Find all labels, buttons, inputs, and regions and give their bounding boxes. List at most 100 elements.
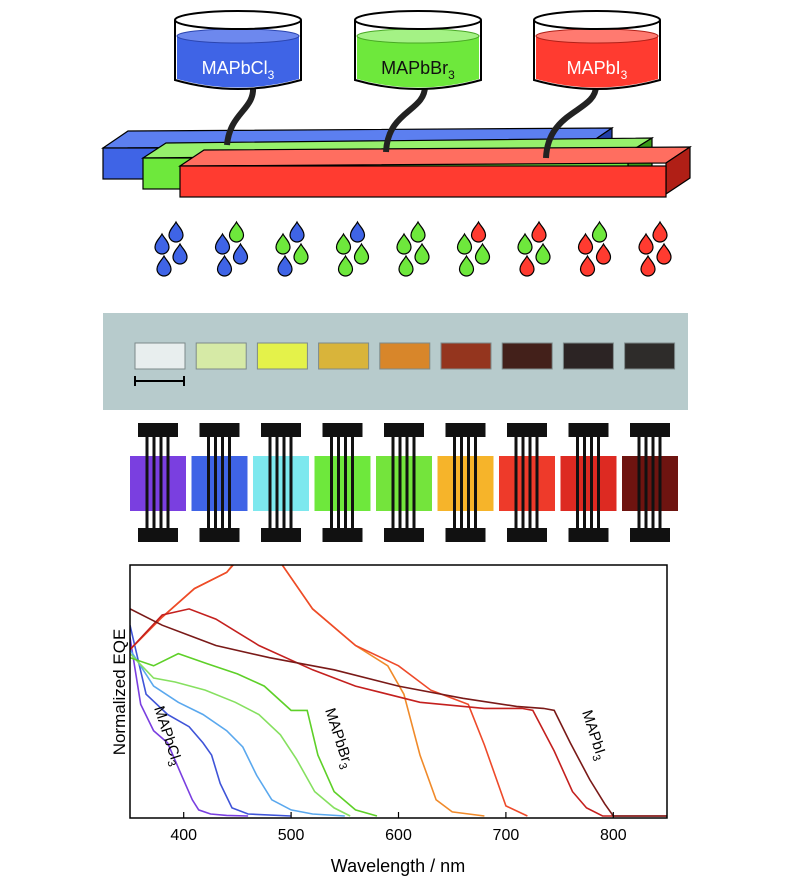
droplet bbox=[579, 254, 596, 277]
droplet bbox=[640, 254, 656, 277]
beaker-label-mapbcl3: MAPbCl3 bbox=[202, 58, 275, 82]
droplet-cluster bbox=[214, 220, 249, 277]
droplet-cluster bbox=[396, 220, 430, 277]
droplet bbox=[396, 232, 412, 255]
beaker-label-mapbi3: MAPbI3 bbox=[567, 58, 628, 82]
film-row bbox=[134, 342, 676, 370]
series-line bbox=[130, 653, 351, 817]
droplet-cluster bbox=[275, 220, 309, 277]
droplet bbox=[577, 232, 594, 255]
droplet bbox=[275, 232, 291, 255]
droplet bbox=[474, 242, 491, 265]
series-line bbox=[130, 608, 667, 817]
series-line bbox=[130, 649, 345, 817]
film-sample bbox=[195, 342, 247, 370]
droplet bbox=[535, 242, 551, 265]
film-sample bbox=[501, 342, 553, 370]
x-tick-label: 800 bbox=[600, 827, 627, 844]
device-schematic bbox=[191, 423, 248, 542]
device-array bbox=[130, 423, 678, 542]
series-line bbox=[130, 625, 292, 817]
precursor-mixing-panel: MAPbCl3 MAPbBr3 MAPbI3 bbox=[101, 10, 693, 277]
droplet bbox=[656, 242, 672, 265]
droplet bbox=[470, 220, 487, 243]
beaker-mapbcl3: MAPbCl3 bbox=[174, 10, 302, 90]
device-schematic bbox=[622, 423, 678, 542]
series-line bbox=[130, 565, 485, 817]
device-schematic bbox=[437, 423, 494, 542]
droplet bbox=[353, 242, 370, 265]
x-tick-label: 400 bbox=[170, 827, 197, 844]
eqe-chart: 400 500 600 700 800 Wavelength / nm Normaliz… bbox=[110, 564, 668, 876]
device-schematic bbox=[314, 423, 371, 542]
droplet-cluster bbox=[154, 220, 188, 277]
device-schematic bbox=[560, 423, 617, 542]
x-axis: 400 500 600 700 800 bbox=[170, 812, 627, 844]
droplet bbox=[638, 232, 654, 255]
series-line bbox=[130, 565, 528, 817]
droplet bbox=[172, 242, 188, 265]
x-tick-label: 600 bbox=[385, 827, 412, 844]
droplet bbox=[595, 242, 612, 265]
x-tick-label: 700 bbox=[493, 827, 520, 844]
series-line bbox=[130, 637, 249, 817]
film-photo-panel bbox=[103, 313, 688, 410]
droplet bbox=[289, 220, 305, 243]
droplet bbox=[410, 220, 426, 243]
film-sample bbox=[379, 342, 431, 370]
film-sample bbox=[440, 342, 492, 370]
droplet bbox=[652, 220, 668, 243]
droplet bbox=[517, 232, 533, 255]
x-tick-label: 500 bbox=[278, 827, 305, 844]
beaker-mapbbr3: MAPbBr3 bbox=[354, 10, 482, 90]
film-sample bbox=[134, 342, 186, 370]
droplet-cluster bbox=[638, 220, 672, 277]
device-schematic bbox=[253, 423, 309, 542]
droplet bbox=[277, 254, 293, 277]
film-sample bbox=[624, 342, 676, 370]
droplet-cluster bbox=[335, 220, 370, 277]
annotation-mapbi3: MAPbI3 bbox=[575, 708, 610, 763]
device-schematic bbox=[130, 423, 186, 542]
tube-blue bbox=[224, 85, 257, 146]
droplet bbox=[458, 254, 475, 277]
droplet bbox=[293, 242, 309, 265]
droplet bbox=[156, 254, 172, 277]
beaker-mapbi3: MAPbI3 bbox=[533, 10, 661, 90]
droplet-cluster bbox=[577, 220, 612, 277]
droplet bbox=[335, 232, 352, 255]
y-axis-label: Normalized EQE bbox=[110, 629, 129, 756]
series-lines bbox=[130, 565, 667, 817]
droplet bbox=[337, 254, 354, 277]
film-sample bbox=[256, 342, 308, 370]
droplet bbox=[414, 242, 430, 265]
film-sample bbox=[318, 342, 370, 370]
droplet bbox=[216, 254, 233, 277]
x-axis-label: Wavelength / nm bbox=[331, 856, 465, 876]
droplet bbox=[228, 220, 245, 243]
droplet bbox=[214, 232, 231, 255]
droplet bbox=[456, 232, 473, 255]
droplet-clusters bbox=[154, 220, 672, 277]
film-sample bbox=[562, 342, 614, 370]
device-schematic bbox=[499, 423, 555, 542]
droplet bbox=[232, 242, 249, 265]
tube-green bbox=[383, 85, 428, 153]
droplet bbox=[591, 220, 608, 243]
series-line bbox=[130, 652, 378, 817]
dispense-bar-red bbox=[177, 145, 693, 198]
droplet-cluster bbox=[456, 220, 491, 277]
device-schematic bbox=[376, 423, 432, 542]
droplet bbox=[154, 232, 170, 255]
droplet bbox=[349, 220, 366, 243]
annotation-mapbbr3: MAPbBr3 bbox=[318, 706, 356, 771]
annotation-mapbcl3: MAPbCl3 bbox=[147, 704, 185, 768]
tube-red bbox=[543, 85, 599, 159]
series-line bbox=[130, 608, 667, 817]
droplet bbox=[531, 220, 547, 243]
droplet bbox=[168, 220, 184, 243]
droplet bbox=[398, 254, 414, 277]
droplet-cluster bbox=[517, 220, 551, 277]
beaker-label-mapbbr3: MAPbBr3 bbox=[381, 58, 455, 82]
